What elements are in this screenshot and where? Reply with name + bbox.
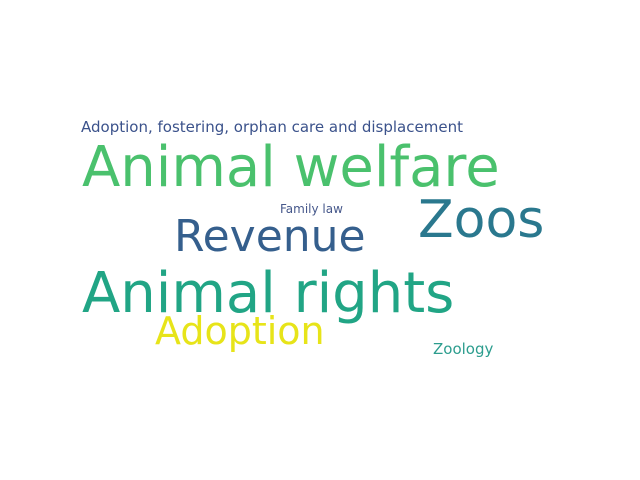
word-animal-welfare: Animal welfare: [82, 135, 500, 200]
word-zoology: Zoology: [433, 340, 494, 358]
word-family-law: Family law: [280, 202, 343, 216]
word-adoption: Adoption: [155, 309, 325, 353]
word-zoos: Zoos: [418, 190, 545, 250]
word-revenue: Revenue: [174, 211, 366, 262]
word-animal-rights: Animal rights: [82, 261, 455, 326]
word-adoption-fostering-orphan-care-displacement: Adoption, fostering, orphan care and dis…: [81, 118, 463, 136]
